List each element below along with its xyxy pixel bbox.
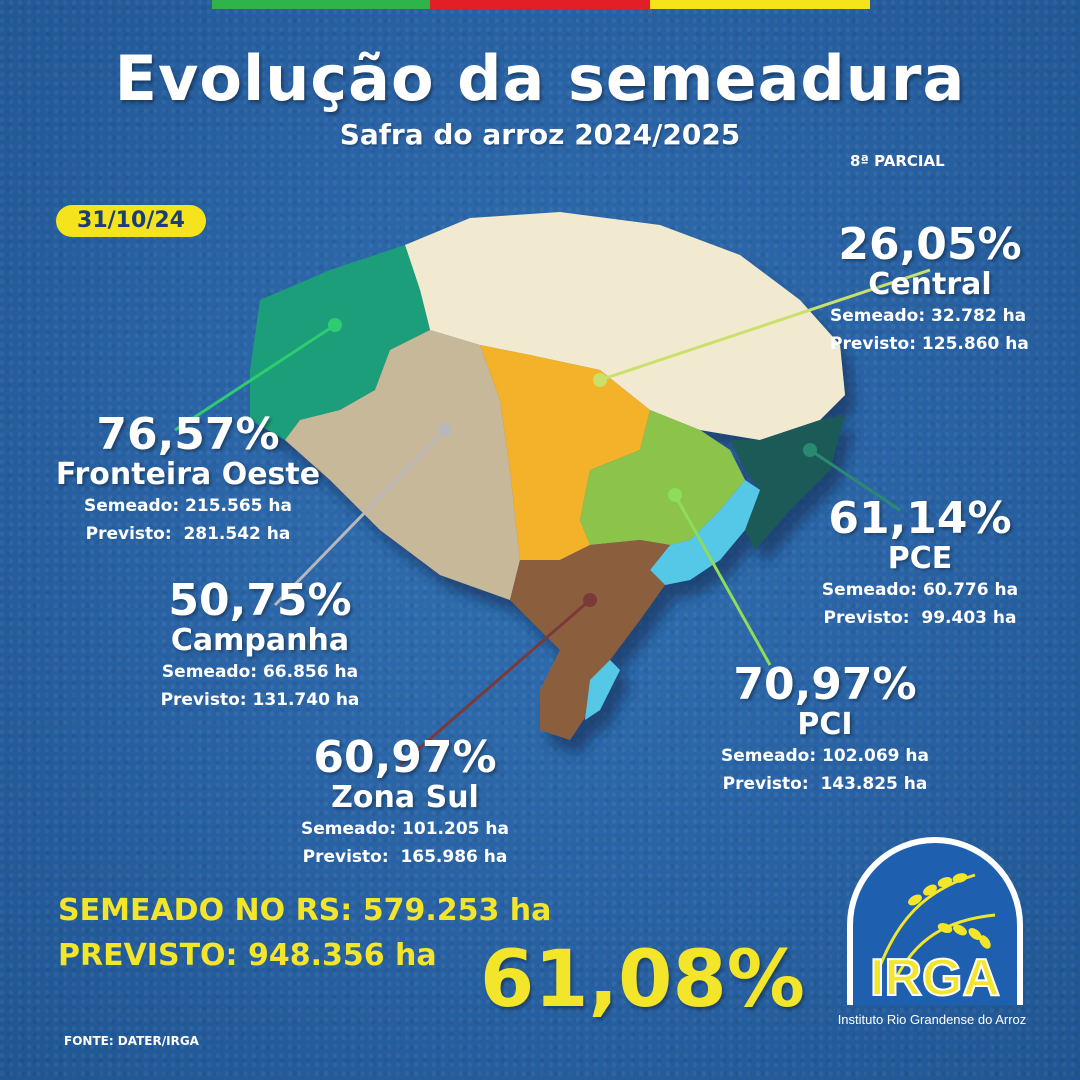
leader-line-fronteira	[174, 323, 336, 432]
page-subtitle: Safra do arroz 2024/2025	[339, 118, 741, 151]
marker-pce	[803, 443, 817, 457]
map-lagoa-mirim	[585, 660, 620, 720]
marker-campanha	[438, 423, 452, 437]
zonasul-previsto: Previsto: 165.986 ha	[302, 847, 508, 867]
flag-stripe-yellow	[650, 0, 870, 9]
region-label-campanha: 50,75% Campanha Semeado: 66.856 ha Previ…	[120, 578, 400, 714]
map-region-fronteira-oeste	[250, 245, 430, 440]
fronteira-previsto: Previsto: 281.542 ha	[85, 524, 291, 544]
pci-semeado: Semeado: 102.069 ha	[721, 746, 929, 766]
page-title: Evolução da semeadura	[114, 42, 966, 115]
total-percent: 61,08%	[480, 935, 805, 1025]
zonasul-name: Zona Sul	[331, 780, 479, 815]
map-region-central	[480, 345, 650, 560]
leader-line-central	[599, 268, 931, 382]
marker-fronteira	[328, 318, 342, 332]
region-label-pci: 70,97% PCI Semeado: 102.069 ha Previsto:…	[700, 662, 950, 798]
central-percent: 26,05%	[838, 219, 1022, 270]
flag-stripe-green	[212, 0, 430, 9]
fronteira-name: Fronteira Oeste	[55, 457, 321, 492]
central-previsto: Previsto: 125.860 ha	[830, 334, 1029, 354]
logo-wordmark: IRGA	[870, 949, 1000, 1007]
fronteira-semeado: Semeado: 215.565 ha	[84, 496, 292, 516]
pci-previsto: Previsto: 143.825 ha	[722, 774, 928, 794]
map-region-pci	[580, 410, 745, 545]
marker-central	[593, 373, 607, 387]
marker-pci	[668, 488, 682, 502]
irga-logo: IRGA	[847, 837, 1023, 1008]
central-semeado: Semeado: 32.782 ha	[830, 306, 1027, 326]
date-badge: 31/10/24	[56, 205, 206, 237]
central-name: Central	[868, 267, 992, 302]
pce-percent: 61,14%	[828, 493, 1012, 544]
region-label-fronteira-oeste: 76,57% Fronteira Oeste Semeado: 215.565 …	[28, 412, 348, 548]
region-label-central: 26,05% Central Semeado: 32.782 ha Previs…	[820, 222, 1040, 358]
logo-tagline: Instituto Rio Grandense do Arroz	[837, 1012, 1027, 1027]
region-label-zona-sul: 60,97% Zona Sul Semeado: 101.205 ha Prev…	[270, 735, 540, 871]
map-region-lagoa	[650, 480, 760, 585]
pce-name: PCE	[887, 541, 953, 576]
total-previsto: PREVISTO: 948.356 ha	[58, 938, 437, 973]
campanha-percent: 50,75%	[168, 575, 352, 626]
pce-previsto: Previsto: 99.403 ha	[823, 608, 1017, 628]
pce-semeado: Semeado: 60.776 ha	[821, 580, 1019, 600]
leader-line-pce	[809, 448, 901, 512]
flag-stripe-red	[430, 0, 650, 9]
map-region-campanha	[285, 330, 520, 600]
region-label-pce: 61,14% PCE Semeado: 60.776 ha Previsto: …	[800, 496, 1040, 632]
parcial-label: 8ª PARCIAL	[850, 152, 945, 170]
pci-name: PCI	[797, 707, 853, 742]
fronteira-percent: 76,57%	[96, 409, 280, 460]
leader-line-pci	[673, 494, 772, 666]
campanha-semeado: Semeado: 66.856 ha	[161, 662, 359, 682]
campanha-previsto: Previsto: 131.740 ha	[160, 690, 360, 710]
leader-line-zona-sul	[399, 598, 591, 767]
total-semeado: SEMEADO NO RS: 579.253 ha	[58, 893, 552, 928]
map-region-zona-sul	[510, 540, 670, 740]
map-region-norte	[405, 212, 845, 440]
pci-percent: 70,97%	[733, 659, 917, 710]
leader-line-campanha	[273, 428, 447, 607]
zonasul-semeado: Semeado: 101.205 ha	[301, 819, 509, 839]
zonasul-percent: 60,97%	[313, 732, 497, 783]
marker-zona-sul	[583, 593, 597, 607]
campanha-name: Campanha	[170, 623, 350, 658]
source-note: FONTE: DATER/IRGA	[64, 1034, 199, 1048]
